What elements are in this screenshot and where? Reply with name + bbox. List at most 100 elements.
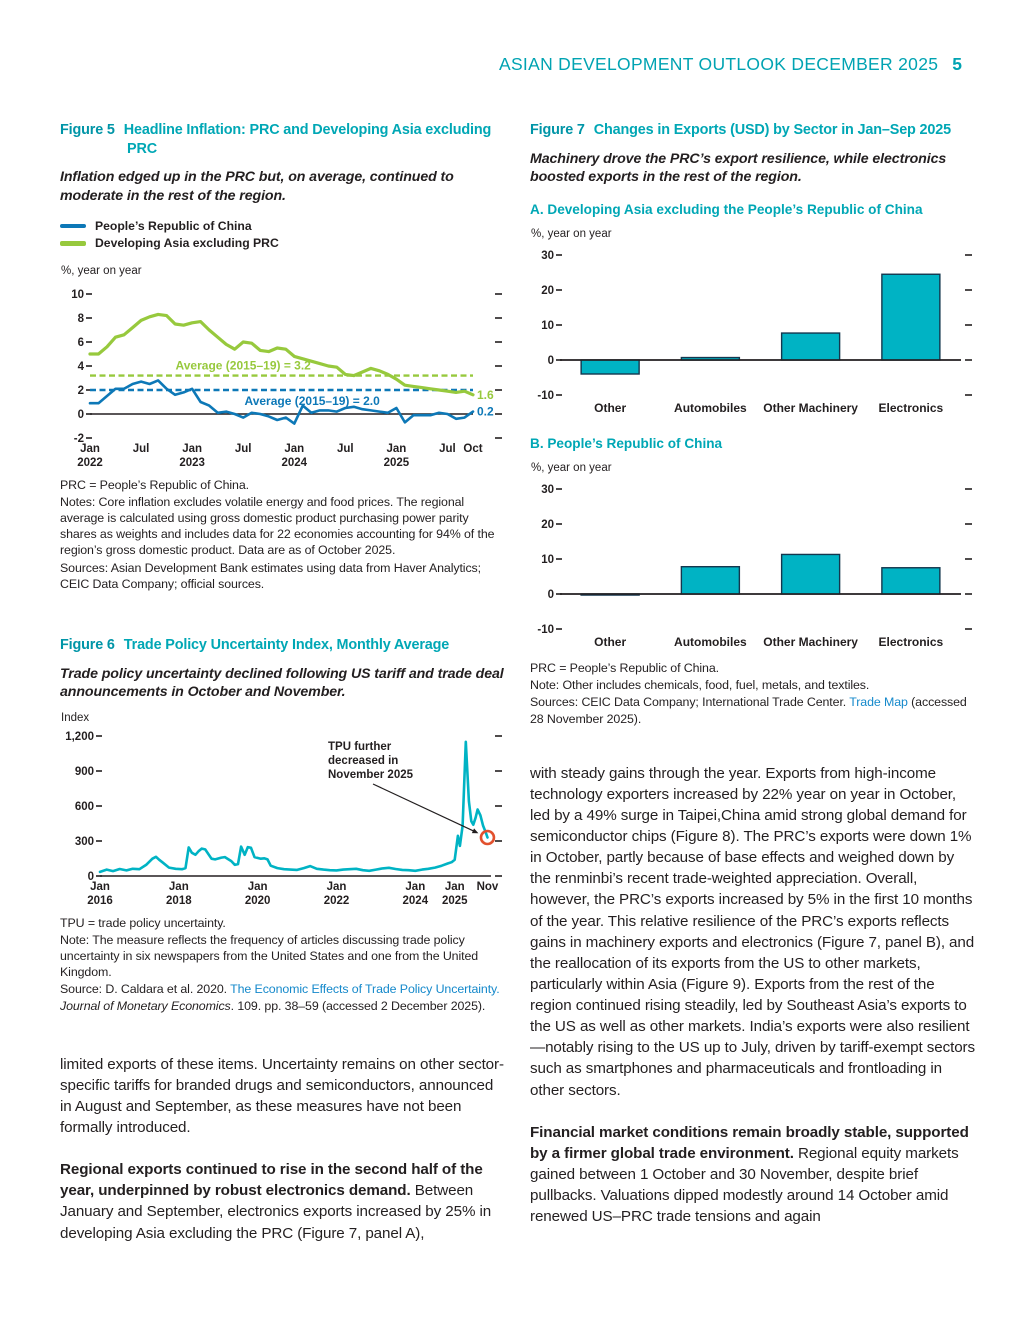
panel-a-heading: A. Developing Asia excluding the People’… xyxy=(530,202,923,218)
svg-text:%, year on year: %, year on year xyxy=(531,228,612,240)
figure-5-legend: People’s Republic of China Developing As… xyxy=(60,218,507,252)
figure-5-title: Headline Inflation: PRC and Developing A… xyxy=(123,122,492,157)
text-segment: Source: D. Caldara et al. 2020. xyxy=(60,982,231,997)
svg-text:Jan: Jan xyxy=(182,443,202,455)
prc-line-swatch xyxy=(60,224,86,229)
panel-b-heading: B. People’s Republic of China xyxy=(530,436,723,452)
svg-text:Electronics: Electronics xyxy=(879,401,944,415)
svg-text:Jan: Jan xyxy=(327,881,347,893)
legend-label: Developing Asia excluding PRC xyxy=(95,236,279,251)
svg-text:%, year on year: %, year on year xyxy=(531,462,612,474)
svg-text:0: 0 xyxy=(78,409,84,421)
svg-text:Jul: Jul xyxy=(337,443,354,455)
svg-text:2020: 2020 xyxy=(245,895,271,907)
svg-text:Jan: Jan xyxy=(90,881,110,893)
svg-text:Jan: Jan xyxy=(405,881,425,893)
figure-6-notes: TPU = trade policy uncertainty. Note: Th… xyxy=(60,915,507,1014)
sources-note: Sources: CEIC Data Company; Internationa… xyxy=(530,694,977,726)
svg-text:Jan: Jan xyxy=(248,881,268,893)
svg-text:Jan: Jan xyxy=(169,881,189,893)
text-segment: Regional equity markets gained between 1… xyxy=(530,1144,959,1226)
svg-text:1.6: 1.6 xyxy=(477,388,494,402)
svg-text:600: 600 xyxy=(75,801,94,813)
svg-text:Jan: Jan xyxy=(80,443,100,455)
svg-text:Other Machinery: Other Machinery xyxy=(763,401,858,415)
report-page: ASIAN DEVELOPMENT OUTLOOK DECEMBER 2025 5… xyxy=(60,54,977,1244)
svg-text:Oct: Oct xyxy=(463,443,482,455)
text-segment: (accessed 28 November 2025). xyxy=(530,695,967,726)
svg-text:2025: 2025 xyxy=(384,457,410,469)
svg-text:10: 10 xyxy=(541,320,554,332)
source-note: Source: D. Caldara et al. 2020. The Econ… xyxy=(60,981,507,1013)
svg-text:900: 900 xyxy=(75,766,94,778)
figure-7-heading: Figure 7 Changes in Exports (USD) by Sect… xyxy=(530,121,977,140)
svg-text:Electronics: Electronics xyxy=(879,635,944,649)
svg-text:30: 30 xyxy=(541,484,554,496)
text-segment: Sources: CEIC Data Company; Internationa… xyxy=(530,695,850,710)
text-segment: with steady gains through the year. Expo… xyxy=(530,764,975,1099)
figure-7-notes: PRC = People’s Republic of China. Note: … xyxy=(530,660,977,727)
abbreviation-note: PRC = People’s Republic of China. xyxy=(60,477,249,492)
svg-text:Automobiles: Automobiles xyxy=(674,401,747,415)
abbreviation-note: TPU = trade policy uncertainty. xyxy=(60,915,226,930)
text-segment: Regional exports continued to rise in th… xyxy=(60,1161,483,1200)
svg-text:2025: 2025 xyxy=(442,895,468,907)
svg-text:-2: -2 xyxy=(74,433,84,445)
svg-text:Other: Other xyxy=(594,635,626,649)
svg-text:2023: 2023 xyxy=(179,457,205,469)
svg-text:20: 20 xyxy=(541,519,554,531)
svg-text:Jul: Jul xyxy=(133,443,150,455)
legend-item-prc: People’s Republic of China xyxy=(60,218,507,235)
text-segment: limited exports of these items. Uncertai… xyxy=(60,1055,504,1137)
svg-text:0: 0 xyxy=(548,355,554,367)
svg-text:10: 10 xyxy=(541,554,554,566)
legend-item-developing-asia: Developing Asia excluding PRC xyxy=(60,235,507,252)
svg-text:Average (2015–19) = 3.2: Average (2015–19) = 3.2 xyxy=(176,359,312,373)
svg-text:4: 4 xyxy=(78,361,85,373)
svg-text:2: 2 xyxy=(78,385,84,397)
svg-text:Jan: Jan xyxy=(284,443,304,455)
left-column: Figure 5 Headline Inflation: PRC and Deve… xyxy=(60,121,507,1244)
svg-text:Other Machinery: Other Machinery xyxy=(763,635,858,649)
svg-text:Jan: Jan xyxy=(445,881,465,893)
sources-note: Sources: Asian Development Bank estimate… xyxy=(60,560,481,591)
right-body-text: with steady gains through the year. Expo… xyxy=(530,763,977,1228)
svg-text:-10: -10 xyxy=(537,624,554,636)
paragraph: Regional exports continued to rise in th… xyxy=(60,1159,507,1244)
svg-text:0: 0 xyxy=(88,871,94,883)
page-number: 5 xyxy=(952,54,962,74)
figure-5-heading: Figure 5 Headline Inflation: PRC and Deve… xyxy=(60,121,507,158)
figure-5-label: Figure 5 xyxy=(60,122,115,138)
svg-text:Jan: Jan xyxy=(386,443,406,455)
figure-note: Note: The measure reflects the frequency… xyxy=(60,933,479,980)
figure-5-subtitle: Inflation edged up in the PRC but, on av… xyxy=(60,169,454,205)
inline-link[interactable]: The Economic Effects of Trade Policy Unc… xyxy=(230,982,500,997)
developing-asia-line-swatch xyxy=(60,240,86,246)
page-header: ASIAN DEVELOPMENT OUTLOOK DECEMBER 2025 5 xyxy=(60,54,962,75)
exports-bar-chart-developing-asia: %, year on year 30 20 10 0 -10 Other Automobile… xyxy=(531,228,972,415)
tpu-line-chart: Index1,2009006003000Jan2016Jan2018Jan202… xyxy=(61,712,502,907)
figure-6-subtitle: Trade policy uncertainty declined follow… xyxy=(60,665,504,701)
svg-text:2022: 2022 xyxy=(77,457,103,469)
paragraph: with steady gains through the year. Expo… xyxy=(530,763,977,1101)
figure-6-title: Trade Policy Uncertainty Index, Monthly … xyxy=(123,636,450,653)
svg-text:Jul: Jul xyxy=(439,443,456,455)
text-segment: . 109. pp. 38–59 (accessed 2 December 20… xyxy=(230,998,486,1013)
svg-text:2016: 2016 xyxy=(87,895,113,907)
paragraph: limited exports of these items. Uncertai… xyxy=(60,1054,507,1139)
paragraph: Financial market conditions remain broad… xyxy=(530,1122,977,1228)
text-segment: Between January and September, electroni… xyxy=(60,1182,492,1242)
svg-text:2018: 2018 xyxy=(166,895,192,907)
svg-text:300: 300 xyxy=(75,836,94,848)
figure-7-label: Figure 7 xyxy=(530,122,585,138)
report-title: ASIAN DEVELOPMENT OUTLOOK DECEMBER 2025 xyxy=(498,54,939,74)
figure-5-block: Figure 5 Headline Inflation: PRC and Deve… xyxy=(60,121,507,592)
abbreviation-note: PRC = People’s Republic of China. xyxy=(530,661,719,676)
svg-text:TPU further: TPU further xyxy=(328,741,392,753)
inline-link[interactable]: Trade Map xyxy=(849,695,908,710)
figure-note: Note: Other includes chemicals, food, fu… xyxy=(530,678,870,693)
svg-text:10: 10 xyxy=(71,289,84,301)
figure-6-heading: Figure 6 Trade Policy Uncertainty Index, … xyxy=(60,636,507,655)
svg-text:Jul: Jul xyxy=(235,443,252,455)
text-segment: Financial market conditions remain broad… xyxy=(530,1123,969,1162)
